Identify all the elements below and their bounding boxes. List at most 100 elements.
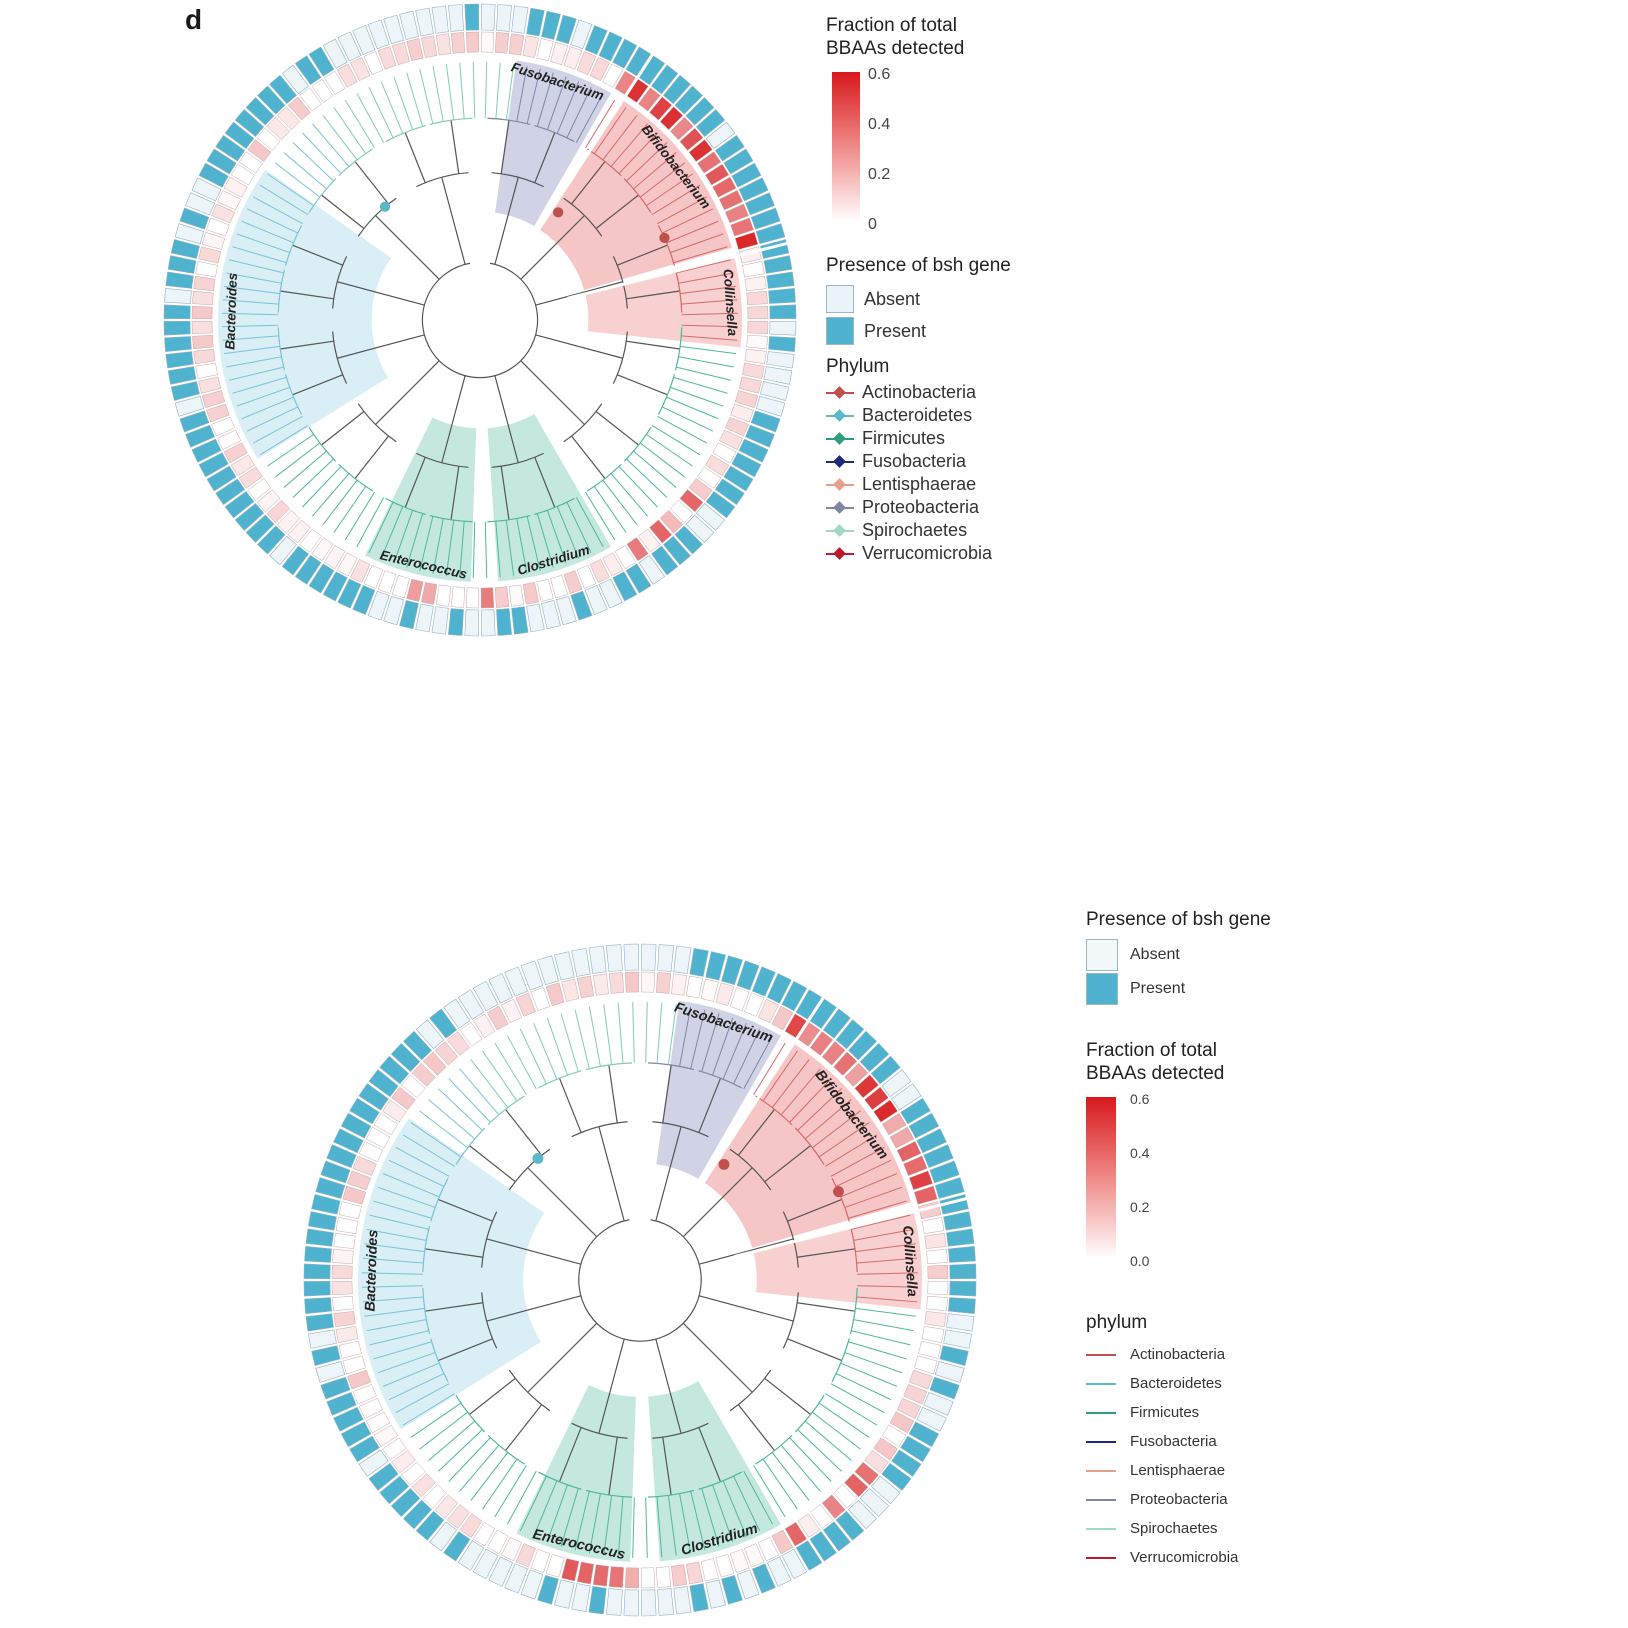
bsh-cell: [520, 1569, 544, 1600]
phylum-label: Firmicutes: [862, 428, 946, 448]
leaf-branch: [333, 486, 367, 533]
phylum-marker-icon: [1086, 1406, 1116, 1420]
fraction-cell: [576, 51, 597, 76]
fraction-cell: [881, 1113, 907, 1136]
leaf-branch: [848, 1341, 907, 1360]
branch: [520, 215, 585, 280]
fraction-cell: [563, 570, 583, 594]
branch: [787, 1338, 843, 1362]
leaf-branch: [432, 518, 444, 574]
bsh-cell: [480, 609, 496, 637]
fraction-cell: [323, 545, 346, 570]
node-marker: [553, 207, 564, 218]
leaf-branch: [395, 1146, 450, 1177]
bsh-cell: [588, 1586, 607, 1615]
branch: [375, 215, 440, 280]
bsh-cell: [641, 943, 657, 971]
bsh-cell: [368, 1462, 399, 1491]
bsh-cell: [415, 1510, 445, 1541]
branch: [598, 1126, 625, 1222]
fraction-cell: [712, 176, 737, 198]
bsh-cell: [663, 535, 691, 566]
branch: [535, 281, 623, 306]
fraction-cell: [626, 78, 649, 103]
bsh-cell: [934, 1361, 965, 1383]
bsh-cell: [511, 606, 529, 635]
bsh-cell: [755, 223, 786, 245]
branch: [450, 466, 460, 520]
fraction-cell: [247, 478, 272, 501]
bsh-cell: [170, 381, 200, 401]
leaf-branch: [575, 93, 604, 143]
leaf-branch: [536, 513, 554, 568]
bsh-cell: [657, 944, 674, 972]
leaf-branch: [533, 1480, 558, 1538]
fraction-cell: [486, 1529, 509, 1555]
branch: [404, 132, 426, 183]
fraction-cell: [705, 454, 730, 477]
bsh-cell: [315, 1177, 346, 1199]
fraction-cell: [480, 31, 495, 53]
branch: [508, 1369, 551, 1412]
branch: [421, 262, 539, 379]
bsh-cell: [848, 1499, 877, 1530]
leaf-branch: [673, 376, 728, 394]
bsh-cell: [163, 304, 191, 320]
fraction-cell: [358, 1397, 384, 1419]
bsh-cell: [766, 351, 795, 369]
fraction-cell: [903, 1384, 928, 1405]
bsh-cell: [206, 148, 237, 175]
bsh-cell: [179, 207, 210, 230]
fraction-cell: [592, 1564, 609, 1587]
phylogenetic-tree-bottom: FusobacteriumBifidobacteriumCollinsellaB…: [303, 943, 977, 1617]
fraction-tick: 0.6: [868, 66, 891, 83]
fraction-cell: [473, 1521, 496, 1547]
phylum-entry-bacteroidetes: Bacteroidetes: [826, 405, 1086, 426]
bsh-cell: [308, 1329, 337, 1349]
clade-separator: [691, 995, 826, 1200]
leaf-branch: [722, 1480, 747, 1538]
fraction-cell: [688, 478, 713, 501]
fraction-cell: [333, 1232, 356, 1249]
fraction-tick: 0.4: [868, 116, 891, 133]
clostridium-clade: [487, 413, 611, 582]
fraction-cell: [589, 57, 610, 82]
bsh-cell: [809, 1531, 837, 1562]
fraction-cell: [679, 127, 704, 151]
branch: [764, 1377, 812, 1415]
bsh-cell: [651, 545, 679, 576]
leaf-branch: [681, 324, 738, 328]
leaf-branch: [626, 142, 668, 182]
present-swatch: [1086, 973, 1118, 1005]
fraction-cell: [757, 1536, 779, 1562]
leaf-branch: [377, 1352, 436, 1374]
bsh-cell: [881, 1069, 912, 1098]
branch: [534, 497, 575, 516]
leaf-branch: [690, 1491, 706, 1551]
leaf-branch: [356, 497, 385, 547]
fraction-cell: [515, 992, 536, 1017]
fraction-cell: [336, 63, 358, 88]
bsh-cell: [526, 603, 545, 633]
fraction-cell: [465, 31, 480, 53]
branch: [338, 463, 374, 492]
bsh-cell: [269, 74, 297, 105]
phylum-marker-icon: [826, 477, 854, 492]
bsh-cell: [304, 1246, 332, 1263]
leaf-branch: [618, 132, 658, 174]
bsh-cell: [751, 966, 776, 997]
leaf-branch: [362, 1285, 423, 1288]
bsh-cell: [167, 255, 197, 274]
leaf-branch: [226, 272, 282, 284]
bsh-cell: [766, 271, 795, 289]
fraction-cell: [624, 971, 639, 993]
branch: [538, 1471, 582, 1490]
leaf-branch: [495, 521, 501, 578]
leaf-branch: [546, 1017, 568, 1076]
node-marker: [379, 201, 391, 212]
leaf-branch: [812, 1110, 861, 1149]
bsh-cell: [929, 1376, 960, 1400]
branch: [357, 197, 397, 237]
fraction-cell: [729, 1548, 750, 1573]
bsh-cell: [822, 1008, 851, 1039]
